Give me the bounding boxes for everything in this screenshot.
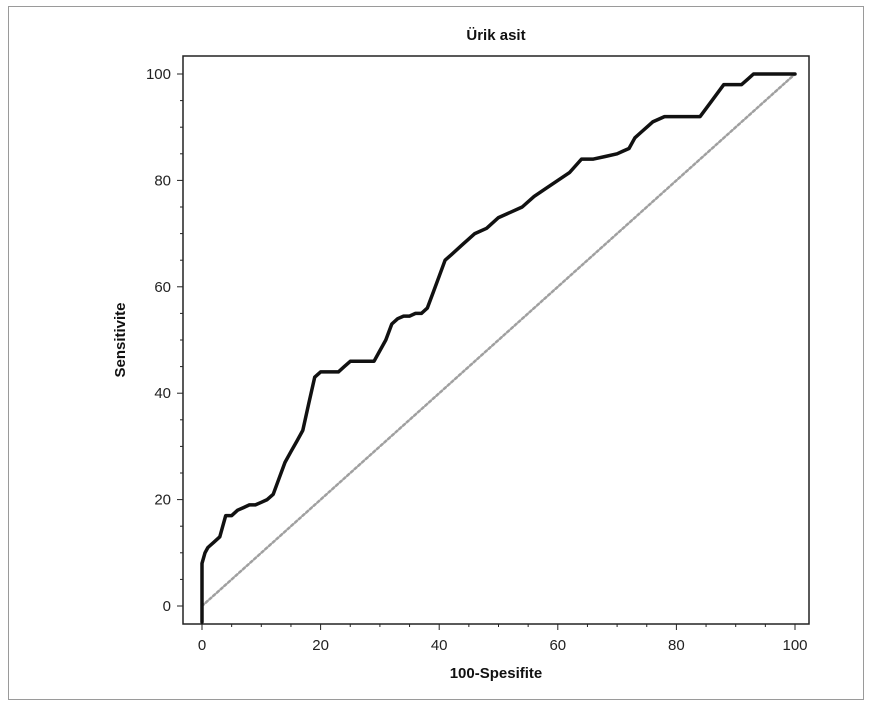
y-tick-label-60: 60 — [154, 279, 171, 296]
y-tick-label-80: 80 — [154, 172, 171, 189]
x-tick-label-100: 100 — [782, 637, 807, 654]
y-tick-label-40: 40 — [154, 385, 171, 402]
roc-curve-line — [200, 72, 797, 624]
y-tick-label-100: 100 — [146, 66, 171, 83]
y-tick-label-20: 20 — [154, 492, 171, 509]
figure-frame — [8, 6, 864, 700]
x-tick-label-40: 40 — [431, 637, 448, 654]
chart-title: Ürik asit — [466, 27, 525, 44]
y-tick-label-0: 0 — [163, 598, 171, 615]
x-axis-title: 100-Spesifite — [450, 665, 543, 682]
x-tick-label-80: 80 — [668, 637, 685, 654]
x-tick-label-60: 60 — [549, 637, 566, 654]
plot-area: 0 20 40 60 80 100 0 20 40 60 80 100 — [146, 55, 810, 654]
reference-diagonal-line — [200, 72, 797, 608]
y-axis-title: Sensitivite — [112, 302, 129, 377]
x-tick-label-0: 0 — [198, 637, 206, 654]
x-tick-label-20: 20 — [312, 637, 329, 654]
